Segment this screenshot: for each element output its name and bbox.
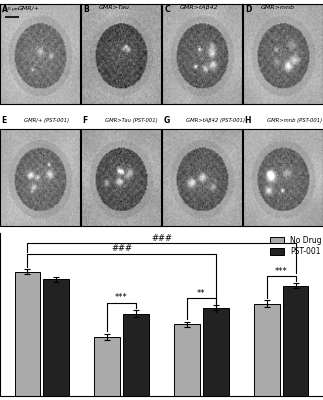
Text: GMR/+ (PST-001): GMR/+ (PST-001) <box>24 118 69 123</box>
Bar <box>283 286 308 396</box>
Bar <box>123 314 149 396</box>
Text: GMR>mnb: GMR>mnb <box>261 5 295 10</box>
Text: H: H <box>245 116 251 125</box>
Text: GMR/+: GMR/+ <box>17 5 39 10</box>
Text: GMR>Tau: GMR>Tau <box>99 5 130 10</box>
Text: B: B <box>83 5 89 14</box>
Text: D: D <box>245 5 252 14</box>
Bar <box>203 308 229 396</box>
Text: F: F <box>83 116 88 125</box>
Text: G: G <box>164 116 170 125</box>
Bar <box>174 324 200 396</box>
Text: E: E <box>2 116 7 125</box>
Legend: No Drug, PST-001: No Drug, PST-001 <box>269 235 322 257</box>
Text: GMR>tAβ42: GMR>tAβ42 <box>180 5 218 10</box>
Text: ***: *** <box>275 266 287 276</box>
Bar <box>254 304 280 396</box>
Bar <box>43 279 69 396</box>
Text: 50 μm: 50 μm <box>5 7 19 11</box>
Text: **: ** <box>197 288 206 298</box>
Text: A: A <box>2 5 8 14</box>
Text: GMR>tAβ42 (PST-001): GMR>tAβ42 (PST-001) <box>186 118 245 123</box>
Text: GMR>mnb (PST-001): GMR>mnb (PST-001) <box>267 118 322 123</box>
Text: ###: ### <box>111 244 132 254</box>
Bar <box>94 337 120 396</box>
Text: ***: *** <box>115 294 128 302</box>
Bar <box>15 272 40 396</box>
Text: ###: ### <box>151 234 172 243</box>
Text: C: C <box>164 5 170 14</box>
Text: GMR>Tau (PST-001): GMR>Tau (PST-001) <box>105 118 158 123</box>
